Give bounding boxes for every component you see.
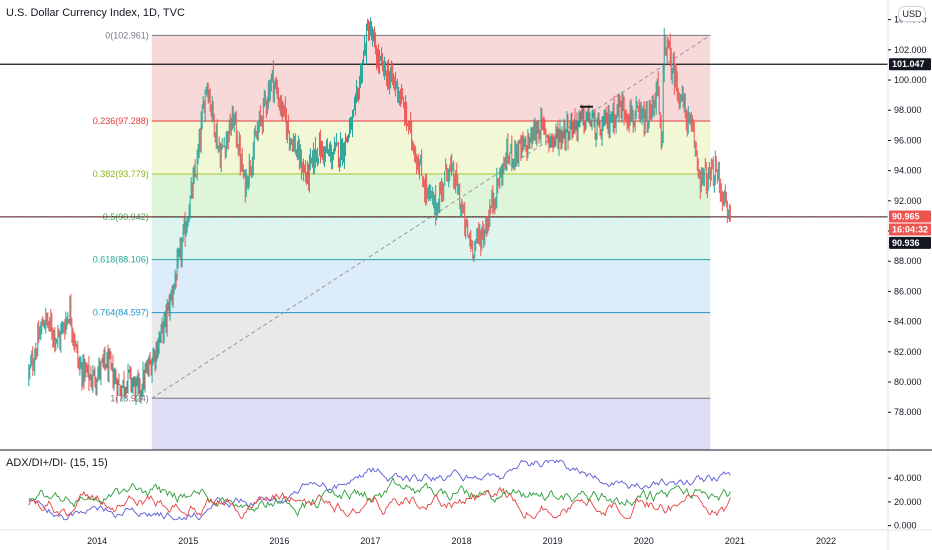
y-tick-label: 0.000 (894, 521, 917, 531)
y-tick-label: 20.000 (894, 497, 922, 507)
fib-zone (151, 216, 711, 260)
y-tick-label: 100.000 (894, 75, 927, 85)
y-tick-label: 80.000 (894, 377, 922, 387)
fib-level-label: 0.382(93.779) (93, 169, 149, 179)
price-badge-label: 101.047 (892, 59, 925, 69)
price-badge-label: 90.936 (892, 238, 920, 248)
price-badge (889, 236, 931, 249)
y-tick-label: 96.000 (894, 135, 922, 145)
fib-zone (151, 35, 711, 121)
x-tick-label: 2019 (543, 536, 563, 546)
fib-level-label: 0(102.961) (105, 30, 149, 40)
y-tick-label: 92.000 (894, 196, 922, 206)
y-tick-label: 78.000 (894, 407, 922, 417)
x-tick-label: 2022 (816, 536, 836, 546)
y-tick-label: 40.000 (894, 473, 922, 483)
fib-zone (151, 312, 711, 399)
y-tick-label: 98.000 (894, 105, 922, 115)
price-badge (889, 58, 931, 71)
fib-retracement: 0(102.961)0.236(97.288)0.382(93.779)0.5(… (93, 30, 711, 450)
x-tick-label: 2020 (634, 536, 654, 546)
fib-trend-line (151, 34, 711, 399)
x-tick-label: 2018 (452, 536, 472, 546)
y-tick-label: 94.000 (894, 166, 922, 176)
indicator-line-di (28, 476, 731, 517)
price-badge (889, 210, 931, 223)
indicator-line-adx (28, 459, 731, 521)
x-tick-label: 2014 (87, 536, 107, 546)
currency-button[interactable]: USD (898, 6, 926, 22)
indicator-title: ADX/DI+/DI- (15, 15) (6, 457, 108, 469)
y-tick-label: 86.000 (894, 286, 922, 296)
chart-title: U.S. Dollar Currency Index, 1D, TVC (6, 7, 185, 19)
x-tick-label: 2017 (360, 536, 380, 546)
fib-level-label: 0.764(84.597) (93, 308, 149, 318)
fib-zone (151, 259, 711, 313)
indicator-pane: 40.000 20.000 0.000 (0, 449, 932, 531)
x-tick-label: 2015 (178, 536, 198, 546)
price-badge-label: 16:04:32 (892, 224, 928, 234)
indicator-line-di (28, 486, 731, 520)
candles (28, 17, 731, 405)
fib-level-label: 1(78.924) (110, 393, 149, 403)
y-tick-label: 88.000 (894, 256, 922, 266)
fib-level-label: 0.618(88.106) (93, 255, 149, 265)
x-tick-label: 2016 (269, 536, 289, 546)
price-badge-label: 90.965 (892, 211, 920, 221)
price-badge (889, 223, 931, 236)
time-axis: 2014 2015 2016 2017 2018 2019 2020 2021 2022 (87, 536, 836, 546)
fib-zone (151, 398, 711, 450)
y-tick-label: 102.000 (894, 45, 927, 55)
fib-level-label: 0.236(97.288) (93, 116, 149, 126)
x-tick-label: 2021 (725, 536, 745, 546)
y-tick-label: 82.000 (894, 347, 922, 357)
y-tick-label: 84.000 (894, 317, 922, 327)
fib-zone (151, 120, 711, 174)
price-marker (580, 105, 594, 108)
price-badges: 101.047 90.965 16:04:32 90.936 (889, 58, 931, 249)
